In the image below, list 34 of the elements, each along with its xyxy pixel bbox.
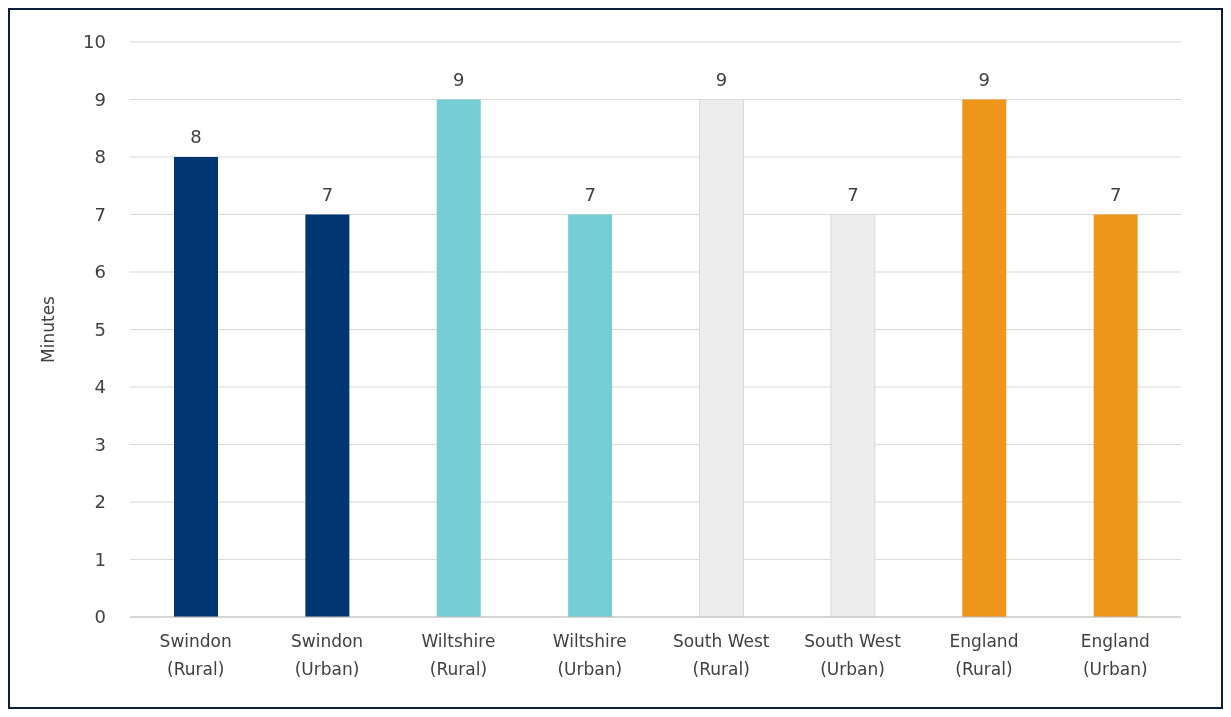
bar <box>962 99 1007 617</box>
bar <box>174 157 218 617</box>
data-label: 9 <box>978 68 990 90</box>
y-tick-label: 2 <box>94 491 106 513</box>
x-tick-label: Swindon (Rural) <box>159 631 232 679</box>
y-tick-label: 3 <box>94 433 106 455</box>
data-label: 7 <box>1109 183 1122 205</box>
bar <box>1093 214 1138 617</box>
data-label: 9 <box>453 68 465 90</box>
bar <box>305 214 350 617</box>
y-tick-label: 10 <box>83 31 106 53</box>
y-tick-label: 8 <box>94 146 106 168</box>
data-label: 9 <box>715 68 728 90</box>
bar <box>436 99 481 617</box>
y-axis-title: Minutes <box>38 295 59 363</box>
data-label: 7 <box>584 183 596 205</box>
x-tick-label: Swindon (Urban) <box>290 631 364 679</box>
bar <box>568 214 613 617</box>
x-tick-label: Wiltshire (Rural) <box>421 631 496 679</box>
x-tick-label: Wiltshire (Urban) <box>552 631 627 679</box>
y-tick-label: 6 <box>94 261 106 283</box>
y-tick-label: 7 <box>94 203 106 225</box>
x-tick-label: England (Rural) <box>949 631 1019 679</box>
data-label: 7 <box>847 183 859 205</box>
x-tick-label: England (Urban) <box>1080 631 1150 679</box>
data-label: 7 <box>321 183 334 205</box>
y-tick-label: 0 <box>94 606 106 628</box>
y-tick-label: 5 <box>94 318 106 340</box>
y-tick-label: 1 <box>94 548 106 570</box>
y-tick-label: 9 <box>94 88 106 110</box>
x-tick-label: South West (Rural) <box>672 631 770 679</box>
y-tick-label: 4 <box>94 376 106 398</box>
x-tick-label: South West (Urban) <box>804 631 902 679</box>
data-label: 8 <box>190 126 202 147</box>
